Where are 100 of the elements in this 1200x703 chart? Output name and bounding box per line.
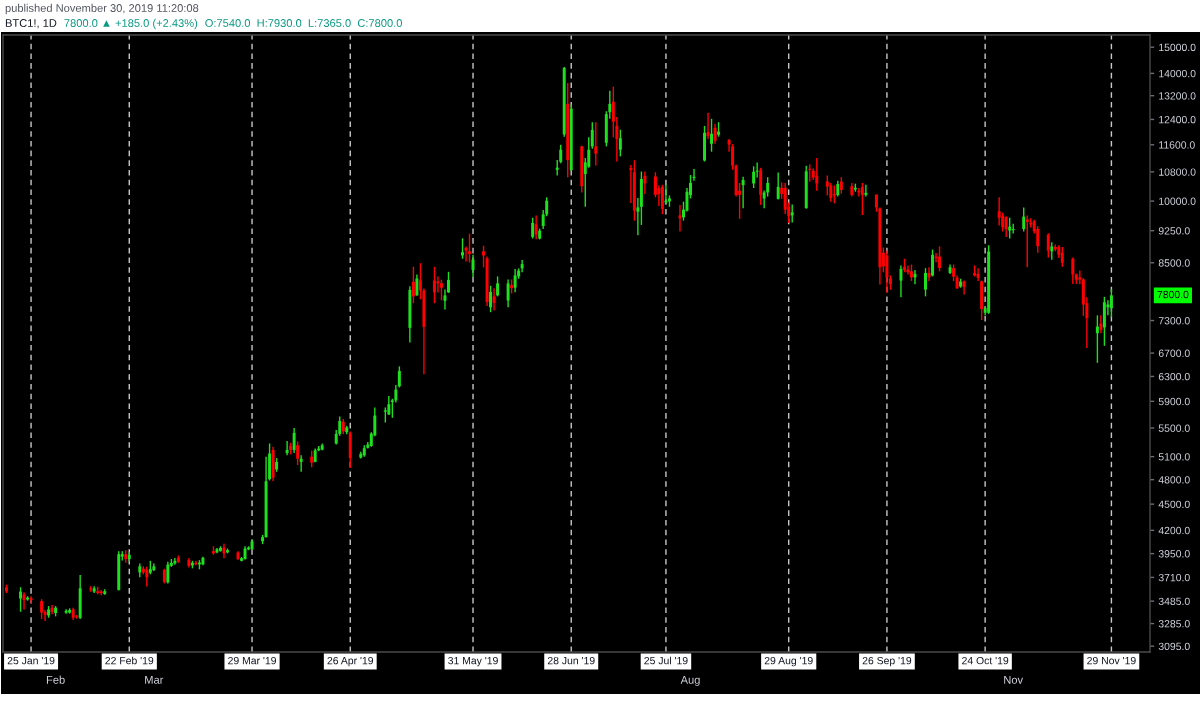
candlestick — [40, 598, 44, 620]
text: 7800.0 ▲ +185.0 (+2.43%) — [64, 18, 198, 30]
y-tick-label: 8500.0 — [1158, 259, 1190, 267]
text: O:7540.0 H:7930.0 L:7365.0 C:7800.0 — [205, 19, 402, 27]
candlestick — [931, 248, 935, 278]
ref-line-label: 25 Jul '19 — [644, 656, 688, 665]
candlestick — [660, 184, 664, 215]
candlestick — [496, 275, 500, 298]
candlestick — [997, 196, 1001, 227]
y-tick-label: 3095.0 — [1158, 642, 1190, 651]
candlestick — [678, 204, 682, 233]
candlestick — [19, 586, 23, 613]
text: published November 30, 2019 11:20:08 — [5, 3, 199, 15]
y-tick-label: 14000.0 — [1159, 69, 1196, 78]
candlestick — [976, 267, 980, 282]
candlestick — [924, 267, 927, 298]
x-tick-label: Nov — [1004, 676, 1024, 684]
candlestick — [899, 264, 903, 299]
candlestick — [713, 123, 717, 145]
candlestick — [706, 112, 710, 140]
candlestick — [22, 591, 26, 611]
y-tick-label: 3485.0 — [1158, 597, 1190, 606]
ref-line-label: 28 Jun '19 — [547, 656, 595, 665]
candlestick — [439, 278, 443, 301]
candlestick — [482, 245, 486, 269]
candlestick — [471, 254, 475, 279]
y-tick-label: 10800.0 — [1159, 168, 1196, 176]
candlestick — [64, 608, 68, 615]
y-tick-label: 15000.0 — [1159, 43, 1196, 52]
candlestick — [885, 249, 889, 294]
x-tick-label: Aug — [680, 676, 700, 686]
candlestick — [145, 566, 149, 588]
ref-line-label: 26 Sep '19 — [862, 656, 912, 667]
ref-line-label: 24 Oct '19 — [962, 656, 1009, 665]
candlestick — [534, 214, 538, 240]
candlestick — [492, 287, 496, 312]
candlestick — [432, 266, 436, 304]
candlestick — [594, 121, 598, 167]
candlestick — [755, 161, 759, 179]
y-tick-label: 6700.0 — [1158, 349, 1190, 357]
candlestick — [29, 595, 33, 604]
candlestick — [790, 203, 794, 224]
y-tick-label: 5500.0 — [1158, 424, 1190, 432]
text: 7800.0 — [1157, 290, 1189, 299]
ref-line-label: 29 Mar '19 — [228, 656, 276, 665]
candlestick — [860, 182, 864, 216]
y-tick-label: 11600.0 — [1159, 141, 1195, 149]
candlestick — [513, 268, 517, 293]
ref-line-label: 22 Feb '19 — [105, 656, 154, 665]
ref-line-label: 29 Nov '19 — [1087, 656, 1136, 665]
candlestick — [1004, 215, 1008, 238]
x-tick-label: Feb — [46, 675, 65, 684]
candlestick — [1071, 256, 1075, 285]
y-tick-label: 9250.0 — [1158, 227, 1190, 235]
candlestick — [815, 157, 819, 192]
candlestick — [864, 184, 868, 198]
candlestick — [299, 454, 303, 473]
candlestick — [1025, 214, 1029, 268]
y-tick-label: 4500.0 — [1158, 500, 1190, 509]
ref-line-label: 26 Apr '19 — [327, 656, 374, 667]
candlestick — [520, 259, 524, 273]
candlestick — [1109, 288, 1113, 318]
candlestick — [643, 170, 647, 195]
candlestick — [468, 233, 472, 264]
y-tick-label: 10000.0 — [1159, 197, 1196, 205]
candlestick — [166, 561, 170, 585]
y-tick-label: 3285.0 — [1158, 620, 1190, 628]
candlestick — [703, 125, 707, 163]
y-tick-label: 4200.0 — [1158, 526, 1190, 535]
candlestick — [296, 440, 300, 466]
candlestick — [5, 583, 8, 594]
y-tick-label: 5100.0 — [1158, 453, 1190, 461]
candlestick — [752, 165, 756, 189]
ref-line-label: 29 Aug '19 — [764, 656, 813, 667]
candlestick — [938, 245, 942, 273]
ref-line-label: 25 Jan '19 — [7, 656, 55, 665]
candlestick — [909, 263, 913, 282]
y-tick-label: 12400.0 — [1159, 115, 1196, 124]
candlestick — [292, 427, 296, 454]
y-tick-label: 3710.0 — [1158, 573, 1190, 582]
candlestick — [461, 237, 464, 260]
y-tick-label: 7300.0 — [1158, 317, 1190, 325]
candlestick — [531, 217, 535, 240]
y-tick-label: 6300.0 — [1158, 372, 1190, 381]
y-tick-label: 13200.0 — [1159, 92, 1196, 100]
chart-title: BTC1!, 1D — [5, 19, 57, 29]
candlestick — [1022, 206, 1026, 233]
y-tick-label: 5900.0 — [1158, 397, 1190, 406]
candlestick — [506, 278, 510, 308]
candlestick — [415, 273, 419, 297]
candlestick — [913, 269, 917, 286]
y-tick-label: 4800.0 — [1158, 476, 1190, 484]
candlestick — [741, 176, 745, 210]
y-tick-label: 3950.0 — [1158, 550, 1190, 558]
candlestick — [776, 171, 780, 201]
candlestick — [1046, 232, 1050, 259]
candlestick — [285, 440, 289, 456]
candlestick — [927, 266, 931, 282]
candlestick — [618, 128, 622, 158]
ref-line-label: 31 May '19 — [448, 656, 498, 667]
